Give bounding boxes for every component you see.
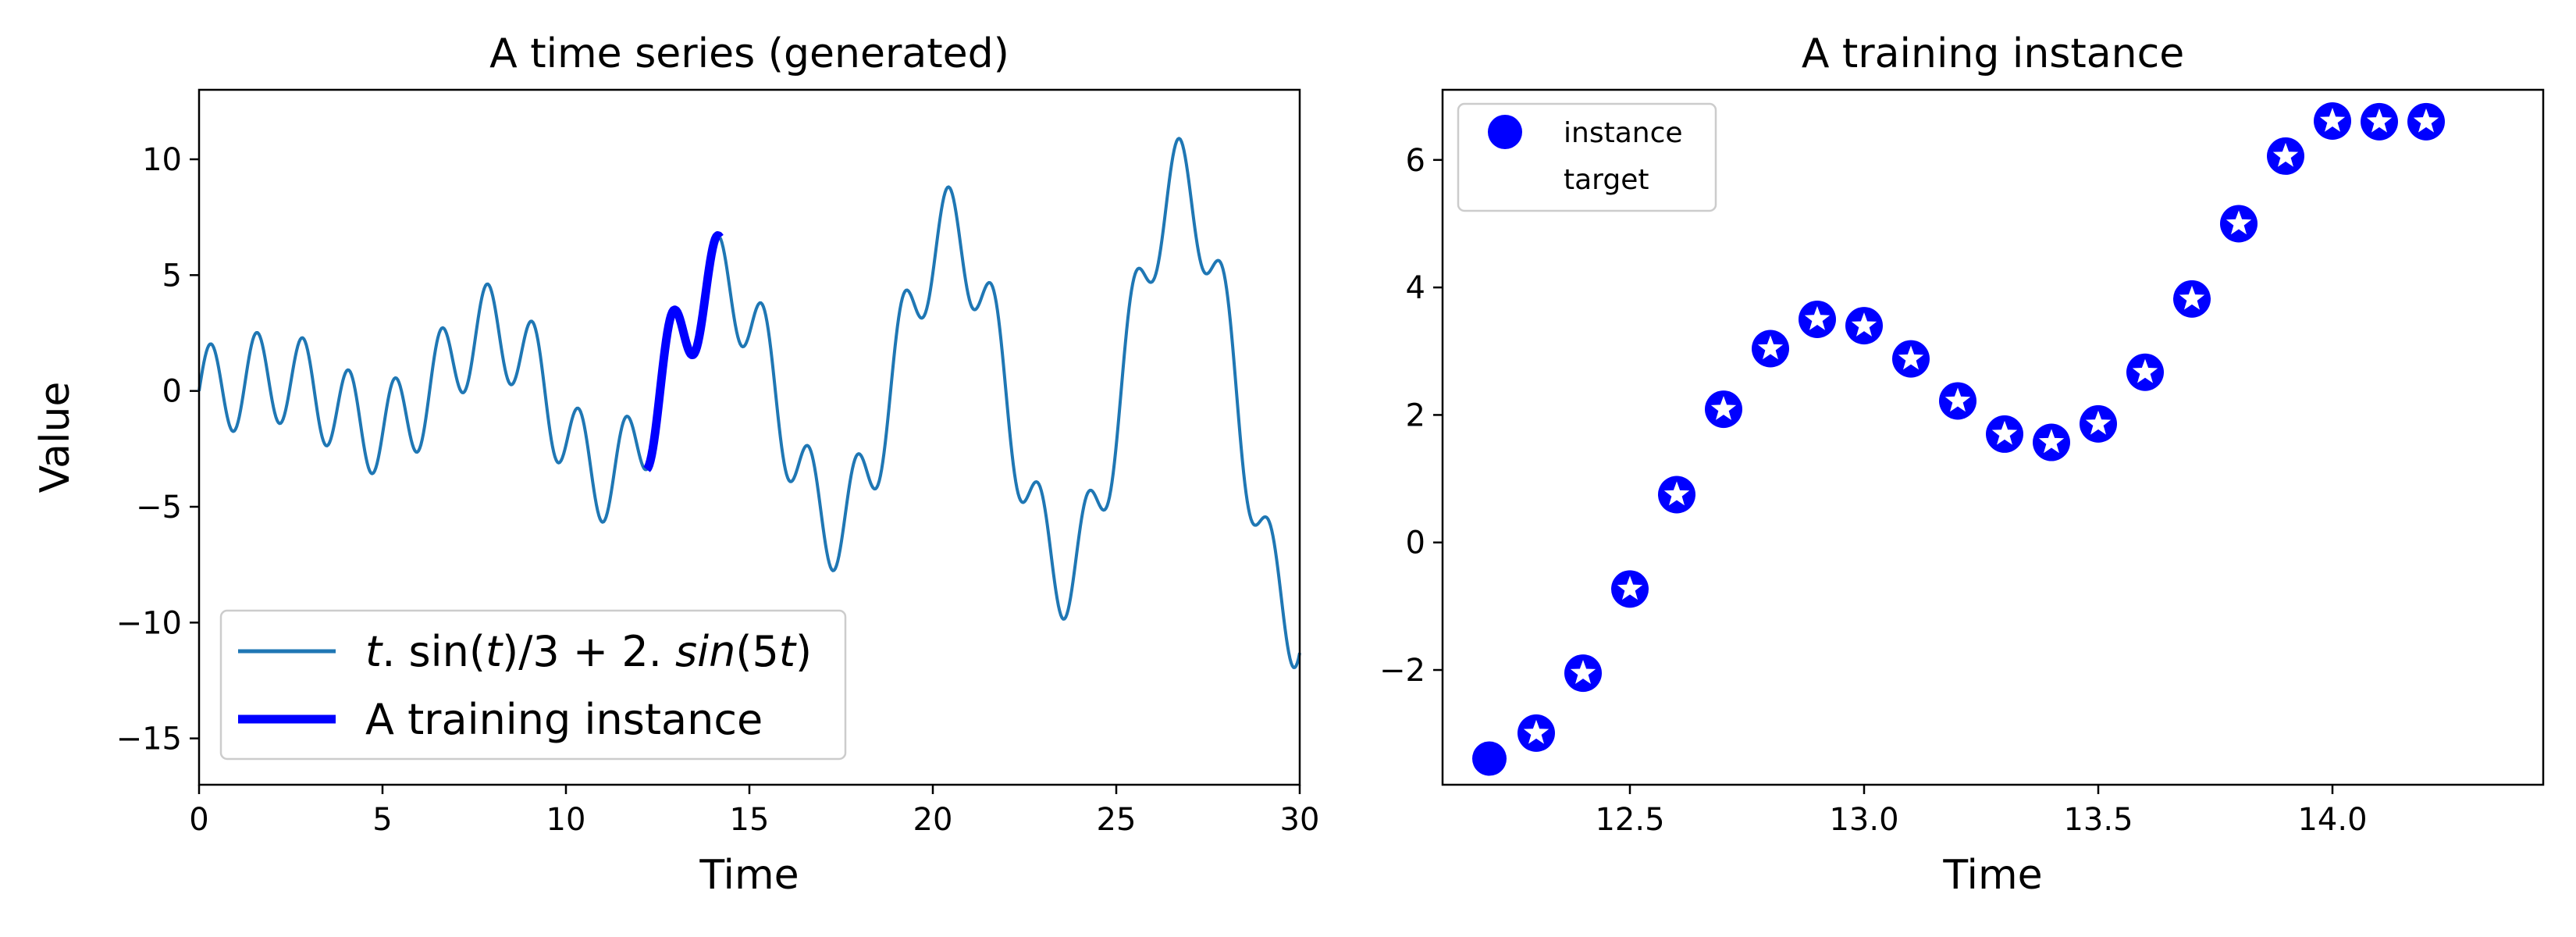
left-y-tick-label: 5 bbox=[162, 258, 182, 294]
target-point bbox=[2126, 353, 2164, 391]
left-x-tick-label: 20 bbox=[913, 802, 953, 838]
right-chart: A training instance 12.5 13.0 13.5 14.0 6 4 2 0… bbox=[1379, 30, 2545, 899]
right-y-tick-label: 4 bbox=[1406, 270, 1425, 306]
target-point bbox=[2314, 102, 2351, 141]
left-chart-title: A time series (generated) bbox=[489, 30, 1009, 77]
target-point bbox=[1658, 476, 1695, 514]
target-point bbox=[2080, 404, 2117, 443]
right-y-tick-label: 6 bbox=[1406, 143, 1425, 179]
target-point bbox=[2267, 137, 2304, 175]
right-y-tick-label: 2 bbox=[1406, 397, 1425, 433]
right-chart-series bbox=[1472, 102, 2445, 776]
target-point bbox=[1799, 300, 1836, 338]
target-point bbox=[2407, 102, 2445, 141]
target-point bbox=[1705, 390, 1742, 429]
instance-point bbox=[1472, 741, 1507, 776]
left-x-tick-label: 25 bbox=[1097, 802, 1137, 838]
series-line-time-series bbox=[197, 137, 1301, 669]
target-point bbox=[1939, 382, 1976, 420]
target-point bbox=[2173, 280, 2211, 318]
right-x-tick-label: 13.5 bbox=[2063, 802, 2133, 838]
right-x-tick-label: 12.5 bbox=[1595, 802, 1664, 838]
right-y-tick-label: 0 bbox=[1406, 526, 1425, 561]
left-y-axis-label: Value bbox=[32, 382, 79, 493]
legend-label-target: target bbox=[1564, 164, 1649, 196]
left-x-tick-label: 5 bbox=[372, 802, 392, 838]
target-point bbox=[2220, 205, 2258, 243]
target-point bbox=[1611, 570, 1649, 608]
left-y-tick-label: 10 bbox=[142, 142, 182, 178]
target-point bbox=[1517, 714, 1555, 752]
right-plot-frame bbox=[1441, 88, 2545, 786]
left-legend-box bbox=[219, 609, 847, 761]
target-point bbox=[2361, 102, 2398, 141]
right-x-tick-label: 13.0 bbox=[1829, 802, 1898, 838]
right-y-tick-label: −2 bbox=[1379, 653, 1425, 689]
right-x-tick-label: 14.0 bbox=[2297, 802, 2367, 838]
left-x-tick-label: 15 bbox=[730, 802, 770, 838]
legend-label-instance: instance bbox=[1564, 117, 1683, 149]
right-chart-ticks: 12.5 13.0 13.5 14.0 6 4 2 0 −2 bbox=[1379, 143, 2368, 838]
left-y-tick-label: 0 bbox=[162, 374, 182, 410]
left-x-axis-label: Time bbox=[699, 852, 799, 899]
left-y-tick-label: −15 bbox=[116, 721, 182, 757]
right-legend: instance target bbox=[1457, 102, 1717, 212]
target-point bbox=[1986, 415, 2023, 453]
left-y-tick-label: −10 bbox=[116, 605, 182, 641]
left-chart: A time series (generated) 0 5 10 15 20 25 30 10… bbox=[32, 30, 1319, 899]
legend-marker-instance bbox=[1488, 115, 1522, 149]
target-point bbox=[1752, 330, 1789, 368]
target-point bbox=[1845, 307, 1883, 345]
right-chart-title: A training instance bbox=[1802, 30, 2184, 77]
series-line-training-instance bbox=[643, 231, 724, 472]
legend-label-training-instance: A training instance bbox=[365, 695, 763, 744]
left-chart-ticks: 0 5 10 15 20 25 30 10 5 0 −5 −10 −15 bbox=[116, 142, 1320, 838]
legend-label-series: t. sin(t)/3 + 2. sin(5t) bbox=[365, 627, 812, 676]
left-x-tick-label: 10 bbox=[546, 802, 586, 838]
target-point bbox=[1892, 340, 1930, 378]
right-x-axis-label: Time bbox=[1942, 852, 2042, 899]
target-point bbox=[1564, 654, 1602, 693]
target-point bbox=[2033, 423, 2070, 461]
right-legend-box bbox=[1457, 102, 1717, 212]
left-chart-series bbox=[197, 137, 1301, 669]
left-y-tick-label: −5 bbox=[136, 490, 182, 526]
left-legend: t. sin(t)/3 + 2. sin(5t) A training inst… bbox=[219, 609, 847, 761]
left-plot-frame bbox=[197, 88, 1301, 786]
left-x-tick-label: 0 bbox=[189, 802, 208, 838]
left-x-tick-label: 30 bbox=[1280, 802, 1320, 838]
